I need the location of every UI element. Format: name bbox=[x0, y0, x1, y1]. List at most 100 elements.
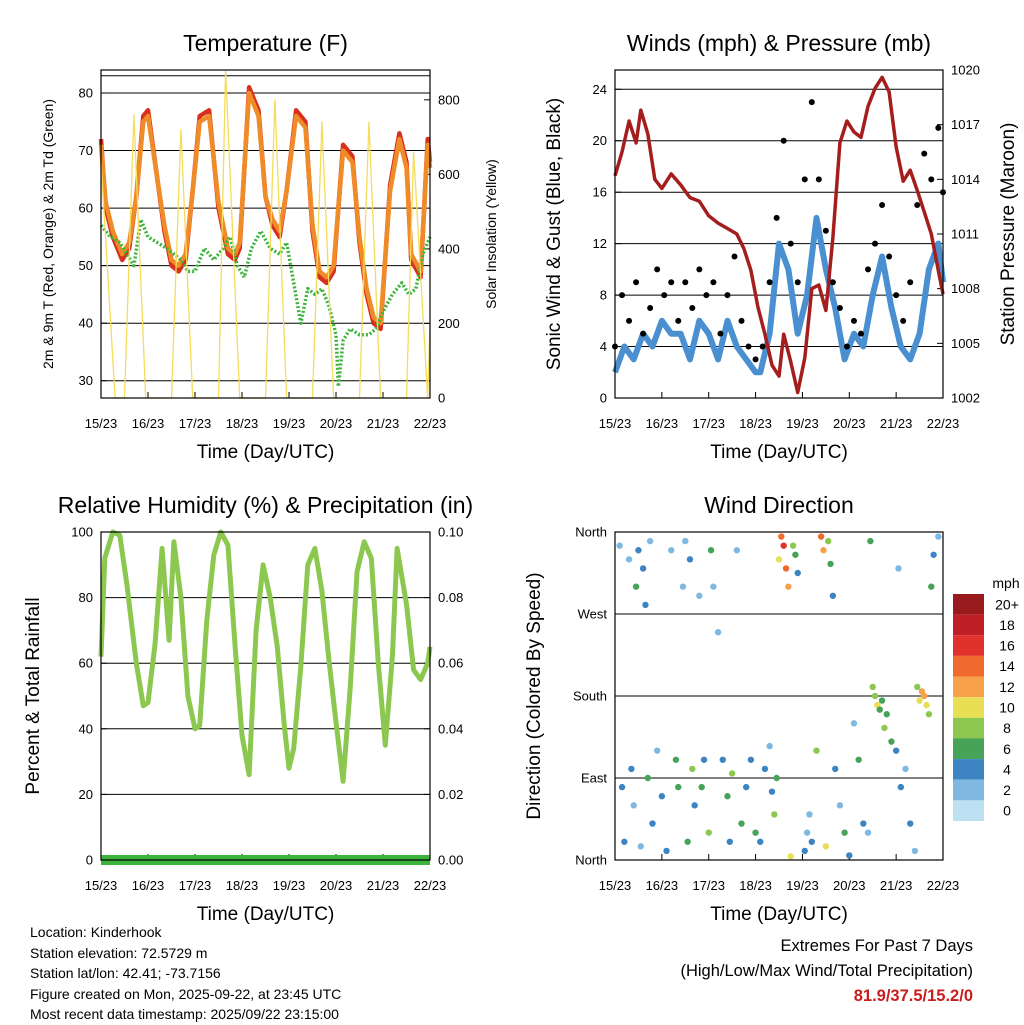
winds-gust-point bbox=[822, 227, 829, 234]
wind-direction-point bbox=[684, 838, 691, 845]
temperature-y-tick-label: 50 bbox=[79, 258, 93, 273]
wind_direction-x-tick-label: 22/23 bbox=[927, 878, 960, 893]
wind-direction-point bbox=[808, 838, 815, 845]
wind-direction-point bbox=[888, 738, 895, 745]
station-location: Location: Kinderhook bbox=[30, 924, 162, 940]
temperature-plot-border bbox=[100, 69, 431, 399]
wind-direction-point bbox=[707, 547, 715, 554]
winds-y2-tick-label: 1017 bbox=[951, 117, 980, 132]
wind-direction-point bbox=[792, 551, 799, 558]
winds-x-tick-label: 18/23 bbox=[739, 416, 772, 431]
wind-direction-point bbox=[817, 533, 825, 540]
wind-direction-point bbox=[801, 847, 808, 855]
wind_direction-x-tick-label: 20/23 bbox=[833, 878, 866, 893]
winds-x-tick-label: 17/23 bbox=[692, 416, 725, 431]
wind-direction-point bbox=[820, 547, 827, 554]
wind_direction-x-axis-label: Time (Day/UTC) bbox=[710, 904, 848, 925]
winds-y2-tick-label: 1020 bbox=[951, 63, 980, 78]
temperature-y2-tick-label: 0 bbox=[438, 391, 445, 406]
temperature-x-tick-label: 16/23 bbox=[132, 416, 165, 431]
wind-direction-point bbox=[803, 829, 811, 836]
extremes-title: Extremes For Past 7 Days bbox=[780, 937, 973, 955]
winds-gust-point bbox=[829, 279, 836, 286]
humidity-x-axis-label: Time (Day/UTC) bbox=[197, 904, 335, 925]
wind-direction-point bbox=[752, 829, 759, 836]
winds-gust-point bbox=[766, 279, 773, 286]
wind-direction-point bbox=[775, 556, 783, 563]
wind-direction-colorbar-label: 16 bbox=[999, 638, 1015, 654]
winds-y-tick-label: 12 bbox=[593, 236, 607, 251]
wind-direction-point bbox=[897, 783, 905, 791]
winds-gust-point bbox=[872, 240, 879, 247]
winds-gust-point bbox=[668, 279, 675, 286]
wind-direction-point bbox=[738, 820, 745, 827]
wind-direction-y-axis-label: Direction (Colored By Speed) bbox=[524, 572, 545, 819]
wind-direction-colorbar-swatch bbox=[953, 655, 984, 677]
wind-direction-point bbox=[836, 802, 844, 809]
wind-direction-point bbox=[794, 569, 801, 577]
winds-gust-point bbox=[619, 292, 626, 299]
wind-direction-point bbox=[813, 747, 820, 754]
wind-direction-point bbox=[773, 774, 780, 782]
wind-direction-colorbar-label: 6 bbox=[1003, 741, 1011, 757]
winds-x-axis-label: Time (Day/UTC) bbox=[710, 442, 848, 463]
wind-direction-colorbar-label: 2 bbox=[1003, 782, 1011, 798]
wind-direction-point bbox=[789, 542, 797, 549]
wind-direction-colorbar-swatch bbox=[953, 594, 984, 615]
wind-direction-point bbox=[850, 720, 858, 727]
winds-gust-point bbox=[633, 279, 640, 286]
wind-direction-point bbox=[639, 565, 647, 572]
wind-direction-colorbar-label: 4 bbox=[1003, 761, 1011, 777]
humidity-x-tick-label: 22/23 bbox=[414, 878, 447, 893]
winds-y2-tick-label: 1008 bbox=[951, 281, 980, 296]
wind-direction-point bbox=[658, 793, 666, 800]
wind-direction-colorbar-swatch bbox=[953, 717, 984, 739]
wind-direction-colorbar-label: 14 bbox=[999, 658, 1015, 674]
temperature-x-tick-label: 15/23 bbox=[85, 416, 118, 431]
winds-x-tick-label: 15/23 bbox=[599, 416, 632, 431]
wind-direction-point bbox=[914, 683, 921, 691]
winds-x-tick-label: 20/23 bbox=[833, 416, 866, 431]
temperature-y2-tick-label: 400 bbox=[438, 241, 460, 256]
wind-direction-point bbox=[871, 692, 879, 700]
wind-direction-point bbox=[698, 783, 705, 791]
wind-direction-point bbox=[653, 747, 661, 754]
wind-direction-point bbox=[747, 756, 755, 763]
temperature-x-tick-label: 21/23 bbox=[367, 416, 400, 431]
wind-direction-point bbox=[771, 811, 778, 818]
temperature-y2-tick-label: 600 bbox=[438, 167, 460, 182]
wind-direction-point bbox=[928, 583, 935, 590]
wind-direction-point bbox=[761, 765, 769, 773]
temperature-y2-axis-label: Solar Insolation (Yellow) bbox=[483, 159, 499, 309]
humidity-y-tick-label: 40 bbox=[79, 721, 93, 736]
winds-gust-point bbox=[836, 304, 843, 311]
humidity-x-tick-label: 16/23 bbox=[132, 878, 165, 893]
humidity-x-tick-label: 17/23 bbox=[179, 878, 212, 893]
wind-direction-point bbox=[630, 802, 637, 809]
wind-direction-point bbox=[668, 547, 675, 554]
wind-direction-point bbox=[925, 711, 933, 718]
humidity-x-tick-label: 19/23 bbox=[273, 878, 306, 893]
wind-direction-point bbox=[881, 724, 888, 732]
temperature-y-tick-label: 70 bbox=[79, 143, 93, 158]
wind-direction-point bbox=[841, 829, 848, 836]
humidity-y2-tick-label: 0.04 bbox=[438, 721, 463, 736]
wind-direction-point bbox=[827, 560, 834, 568]
winds-y-tick-label: 4 bbox=[600, 339, 607, 354]
winds-y2-tick-label: 1002 bbox=[951, 391, 980, 406]
humidity-series-relative-humidity bbox=[98, 529, 433, 784]
wind-direction-point bbox=[930, 551, 937, 558]
wind-direction-point bbox=[691, 802, 698, 809]
temperature-title: Temperature (F) bbox=[183, 30, 348, 56]
wind-direction-point bbox=[743, 783, 750, 791]
wind-direction-point bbox=[696, 592, 703, 599]
humidity-y2-tick-label: 0.00 bbox=[438, 853, 463, 868]
wind-direction-colorbar-swatch bbox=[953, 779, 984, 801]
winds-gust-point bbox=[682, 279, 689, 286]
wind-direction-colorbar-swatch bbox=[953, 759, 984, 780]
temperature-y2-tick-label: 200 bbox=[438, 316, 460, 331]
winds-gust-point bbox=[858, 330, 864, 337]
wind-direction-point bbox=[766, 742, 773, 750]
wind-direction-point bbox=[787, 853, 794, 860]
